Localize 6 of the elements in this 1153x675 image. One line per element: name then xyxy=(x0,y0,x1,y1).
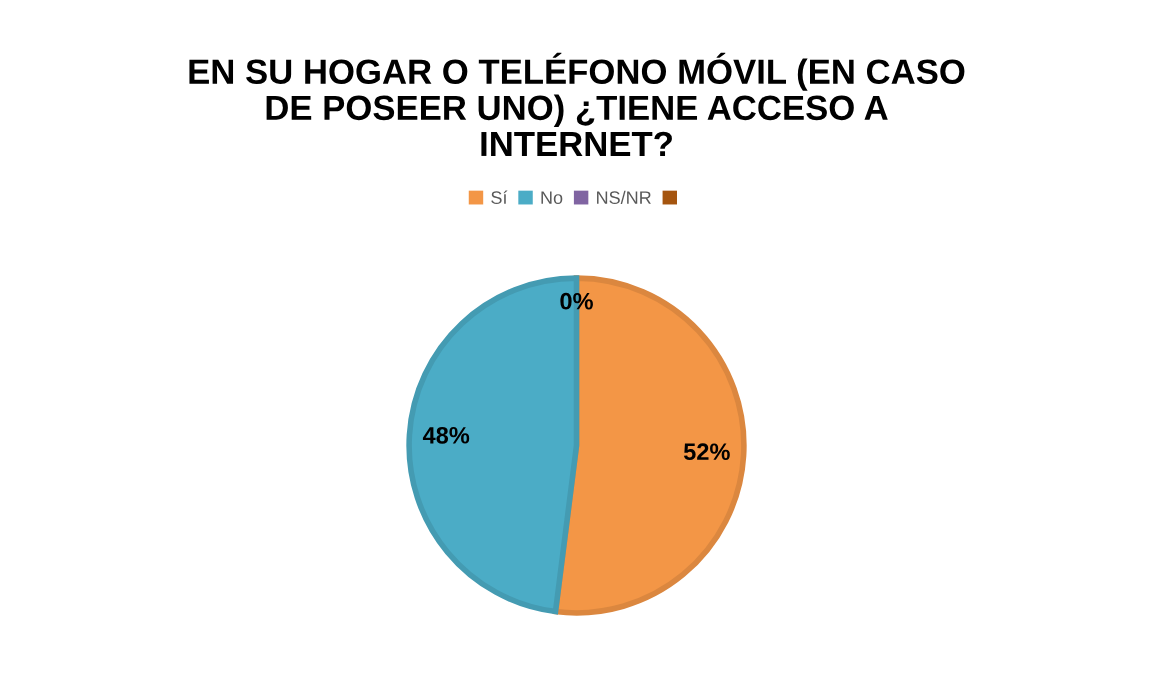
legend-label: No xyxy=(541,191,563,205)
data-label: 52% xyxy=(683,443,730,461)
legend-label: Sí xyxy=(491,190,508,205)
chart-title: EN SU HOGAR O TELÉFONO MÓVIL (EN CASO DE POSEER UNO) ¿TIENE ACCESO A INTERNET? xyxy=(189,52,965,156)
legend-label: NS/NR xyxy=(597,190,651,205)
data-label: 48% xyxy=(422,426,470,444)
